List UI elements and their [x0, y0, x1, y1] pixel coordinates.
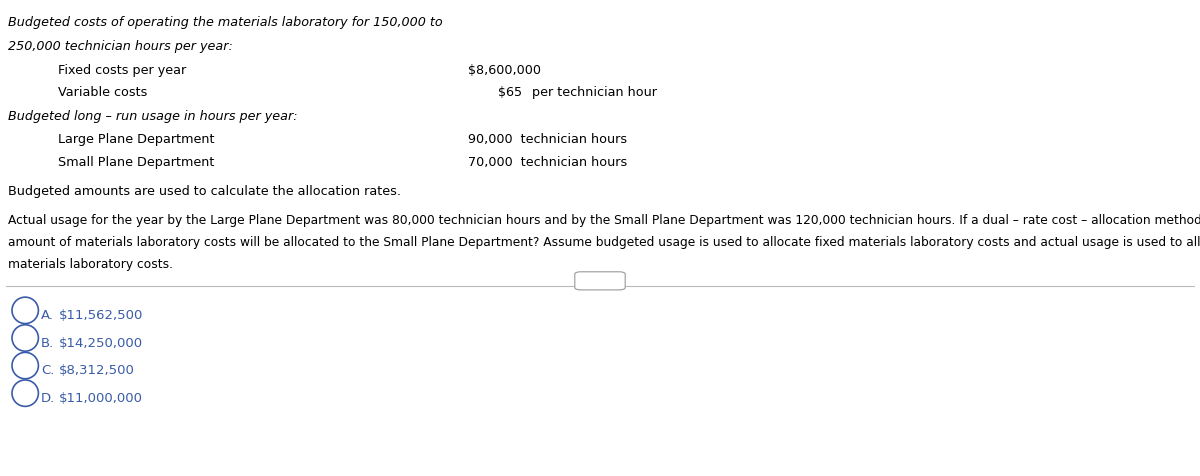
Text: 250,000 technician hours per year:: 250,000 technician hours per year:: [8, 40, 233, 53]
Text: Fixed costs per year: Fixed costs per year: [58, 64, 186, 77]
Text: Budgeted amounts are used to calculate the allocation rates.: Budgeted amounts are used to calculate t…: [8, 185, 401, 198]
Text: A.: A.: [41, 309, 54, 322]
Text: Budgeted long – run usage in hours per year:: Budgeted long – run usage in hours per y…: [8, 110, 298, 123]
Text: ...: ...: [595, 275, 605, 284]
Text: C.: C.: [41, 364, 54, 377]
Text: $11,562,500: $11,562,500: [59, 309, 143, 322]
Text: Budgeted costs of operating the materials laboratory for 150,000 to: Budgeted costs of operating the material…: [8, 16, 443, 29]
Text: Variable costs: Variable costs: [58, 86, 146, 99]
Text: 90,000  technician hours: 90,000 technician hours: [468, 133, 628, 146]
Text: Small Plane Department: Small Plane Department: [58, 156, 214, 169]
Text: $65: $65: [498, 86, 522, 99]
Text: $14,250,000: $14,250,000: [59, 337, 143, 349]
FancyBboxPatch shape: [575, 272, 625, 290]
Text: B.: B.: [41, 337, 54, 349]
Text: $11,000,000: $11,000,000: [59, 392, 143, 405]
Text: Large Plane Department: Large Plane Department: [58, 133, 214, 146]
Text: 70,000  technician hours: 70,000 technician hours: [468, 156, 628, 169]
Text: amount of materials laboratory costs will be allocated to the Small Plane Depart: amount of materials laboratory costs wil…: [8, 236, 1200, 248]
Text: $8,312,500: $8,312,500: [59, 364, 134, 377]
Text: $8,600,000: $8,600,000: [468, 64, 541, 77]
Text: materials laboratory costs.: materials laboratory costs.: [8, 258, 174, 270]
Text: per technician hour: per technician hour: [524, 86, 658, 99]
Text: Actual usage for the year by the Large Plane Department was 80,000 technician ho: Actual usage for the year by the Large P…: [8, 214, 1200, 227]
Text: D.: D.: [41, 392, 55, 405]
